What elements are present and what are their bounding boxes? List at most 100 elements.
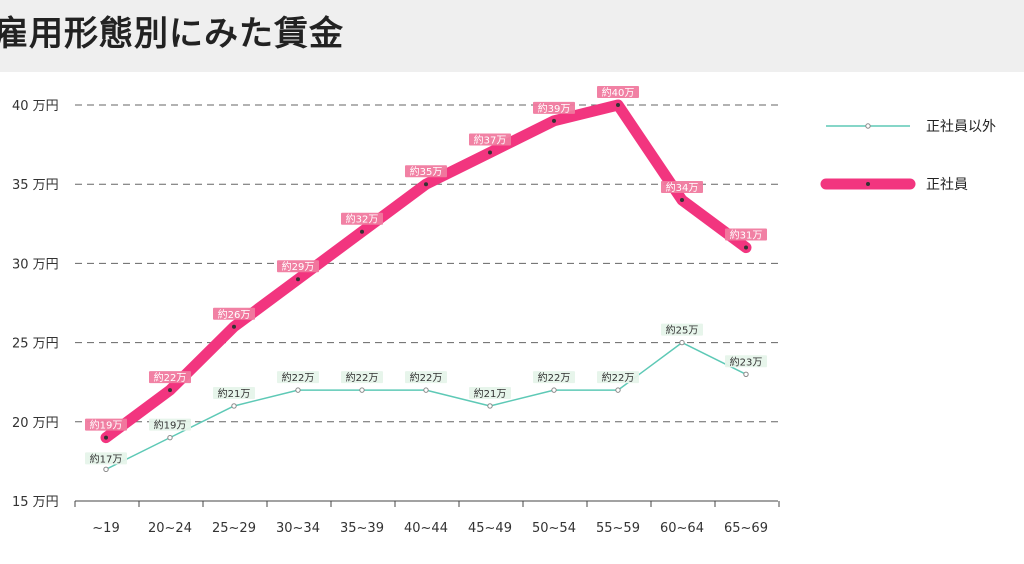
data-point xyxy=(616,103,620,107)
axes: 15 万円 20 万円 25 万円 30 万円 35 万円 40 万円 ~19 20~24 25… xyxy=(12,99,780,536)
data-label: 約21万 xyxy=(213,386,255,400)
data-label: 約25万 xyxy=(661,323,703,337)
data-point xyxy=(296,277,300,282)
data-point xyxy=(552,118,556,123)
data-label-text: 約21万 xyxy=(218,387,251,400)
y-tick-label: 20 万円 xyxy=(12,416,59,431)
data-label: 約35万 xyxy=(405,165,447,178)
data-label: 約22万 xyxy=(277,371,319,384)
data-point xyxy=(743,371,749,377)
x-tick-label: 35~39 xyxy=(340,521,384,536)
x-tick-label: 60~64 xyxy=(660,521,704,536)
data-label: 約19万 xyxy=(85,418,127,432)
data-point xyxy=(232,324,236,329)
x-tick-label: 40~44 xyxy=(404,521,448,536)
legend-marker xyxy=(865,123,871,129)
data-label-text: 約37万 xyxy=(474,134,507,147)
data-label-text: 約25万 xyxy=(666,324,699,337)
data-label-bg xyxy=(725,228,767,241)
data-label: 約22万 xyxy=(149,371,191,384)
legend-label-seishain-igai: 正社員以外 xyxy=(926,119,996,135)
data-label-text: 約22万 xyxy=(602,371,635,384)
data-label-bg xyxy=(149,371,191,384)
y-tick-label: 40 万円 xyxy=(12,99,59,114)
x-tick-label: 30~34 xyxy=(276,521,320,536)
y-tick-label: 30 万円 xyxy=(12,257,59,272)
data-label-text: 約40万 xyxy=(602,86,635,99)
data-point xyxy=(680,198,684,203)
data-label-text: 約22万 xyxy=(154,371,187,384)
data-label-bg xyxy=(469,386,511,399)
data-label-text: 約19万 xyxy=(90,419,123,432)
data-label-bg xyxy=(213,307,255,320)
data-label-text: 約22万 xyxy=(282,371,315,384)
data-label-text: 約35万 xyxy=(410,165,443,178)
legend-label-seishain: 正社員 xyxy=(926,177,968,193)
y-tick-label: 15 万円 xyxy=(12,495,59,510)
data-point xyxy=(551,387,557,393)
data-label: 約23万 xyxy=(725,355,767,368)
data-label-text: 約22万 xyxy=(410,371,443,384)
data-label: 約34万 xyxy=(661,181,703,194)
data-label: 約17万 xyxy=(85,452,127,465)
data-label-text: 約21万 xyxy=(474,387,507,400)
x-tick-label: 55~59 xyxy=(596,521,640,536)
data-label-text: 約23万 xyxy=(730,355,763,368)
data-label-bg xyxy=(725,355,767,368)
data-point xyxy=(488,150,492,155)
data-label-text: 約19万 xyxy=(154,419,187,432)
data-label: 約22万 xyxy=(341,371,383,384)
data-label-bg xyxy=(533,371,575,384)
data-label: 約22万 xyxy=(597,371,639,384)
data-point xyxy=(615,387,621,393)
data-point xyxy=(231,403,237,409)
data-label-bg xyxy=(661,323,703,336)
y-tick-label: 35 万円 xyxy=(12,178,59,193)
legend-marker xyxy=(866,182,870,186)
data-label: 約19万 xyxy=(149,418,191,432)
data-point xyxy=(360,229,364,234)
data-point xyxy=(103,466,109,473)
data-label-bg xyxy=(661,181,703,194)
data-label: 約37万 xyxy=(469,133,511,147)
data-label-bg xyxy=(341,212,383,225)
x-tick-label: ~19 xyxy=(92,521,119,536)
data-point xyxy=(167,434,173,441)
data-label: 約40万 xyxy=(597,86,639,99)
x-tick-label: 50~54 xyxy=(532,521,576,536)
data-label-text: 約17万 xyxy=(90,452,123,465)
page-title: 雇用形態別にみた賃金 xyxy=(0,14,344,54)
x-tick-label: 65~69 xyxy=(724,521,768,536)
data-point xyxy=(295,387,301,393)
data-label: 約31万 xyxy=(725,228,767,242)
data-label-bg xyxy=(597,371,639,384)
data-point xyxy=(168,388,172,393)
data-label-bg xyxy=(277,371,319,384)
data-label-bg xyxy=(213,386,255,399)
data-label: 約29万 xyxy=(277,260,319,273)
data-point xyxy=(744,245,748,250)
data-label-bg xyxy=(149,418,191,431)
data-label-bg xyxy=(85,452,127,465)
data-label-bg xyxy=(277,260,319,273)
data-label: 約21万 xyxy=(469,386,511,400)
data-label-text: 約32万 xyxy=(346,213,379,226)
data-label-bg xyxy=(533,101,575,114)
data-label: 約22万 xyxy=(533,371,575,384)
data-label: 約22万 xyxy=(405,371,447,384)
data-label-bg xyxy=(405,371,447,384)
data-label-bg xyxy=(85,418,127,431)
x-tick-label: 20~24 xyxy=(148,521,192,536)
data-point xyxy=(423,387,429,393)
header-bar: 雇用形態別にみた賃金 xyxy=(0,0,1024,72)
data-point xyxy=(487,403,493,409)
data-label-bg xyxy=(341,371,383,384)
data-label-bg xyxy=(597,86,639,98)
data-point xyxy=(424,182,428,187)
data-label-bg xyxy=(469,133,511,146)
data-label-text: 約26万 xyxy=(218,308,251,321)
data-label-bg xyxy=(405,165,447,178)
data-label: 約26万 xyxy=(213,307,255,321)
